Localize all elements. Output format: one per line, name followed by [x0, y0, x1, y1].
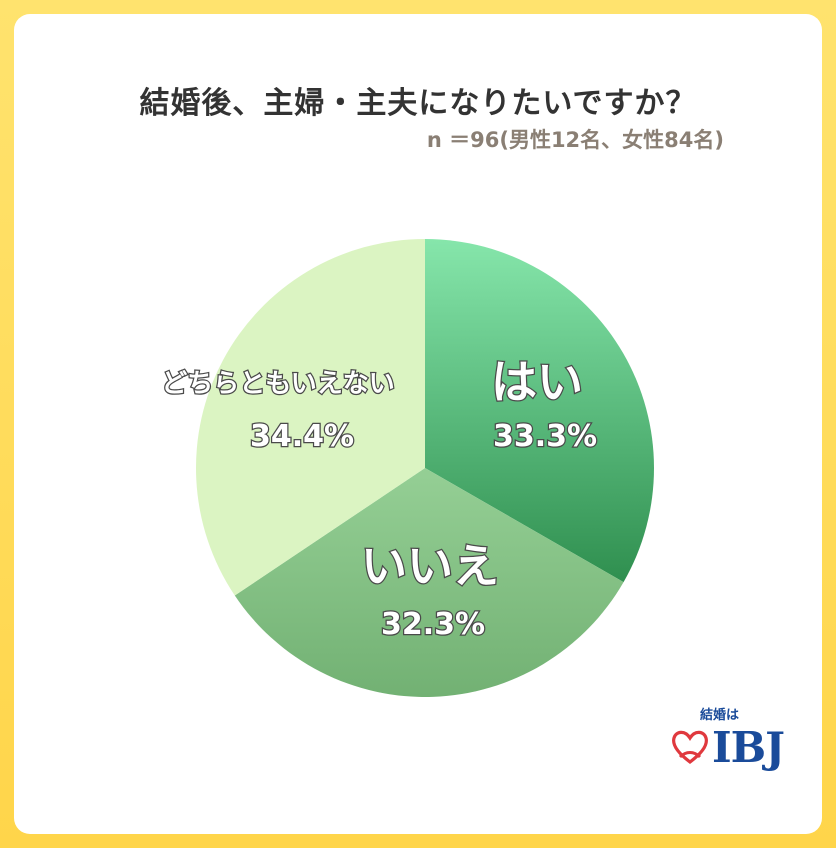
slice-label-3: どちらともいえない [161, 369, 394, 399]
heart-icon [672, 730, 708, 765]
slice-label-1: はい [491, 355, 583, 409]
slice-value-2: 32.3% [381, 607, 485, 642]
logo-tagline: 結婚は [700, 708, 740, 723]
slice-label-2: いいえ [361, 539, 499, 593]
pie-slice-3 [195, 239, 425, 596]
slice-value-3: 34.4% [250, 419, 354, 454]
chart-subtitle: n ＝96(男性12名、女性84名) [426, 128, 724, 152]
logo-name: IBJ [712, 722, 785, 772]
ibj-logo: IBJ [670, 722, 785, 772]
pie-slice-2 [234, 468, 624, 697]
pie-slice-1 [425, 239, 654, 583]
slice-value-1: 33.3% [493, 419, 597, 454]
chart-title: 結婚後、主婦・主夫になりたいですか？ [139, 86, 697, 121]
